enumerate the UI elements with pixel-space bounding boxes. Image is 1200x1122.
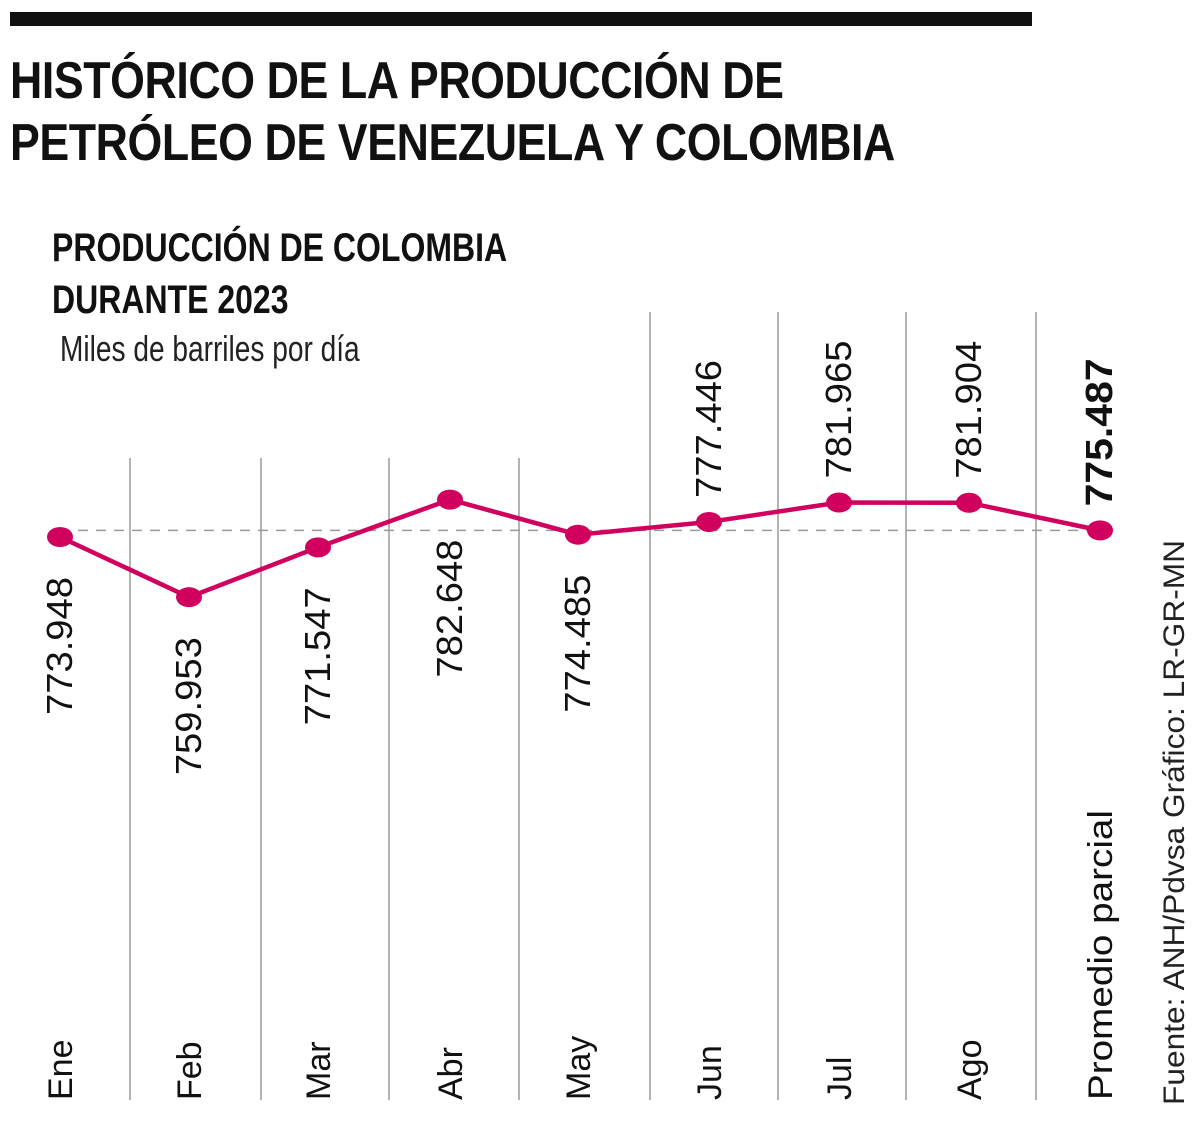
data-point [956,492,982,513]
source-credit: Fuente: ANH/Pdvsa Gráfico: LR-GR-MN [1158,540,1191,1105]
data-point [696,511,722,532]
data-label: 774.485 [557,575,598,713]
data-point [565,524,591,545]
x-tick-label: Promedio parcial [1082,810,1120,1100]
data-label: 782.648 [429,540,470,678]
page-title: HISTÓRICO DE LA PRODUCCIÓN DE PETRÓLEO D… [10,52,895,172]
data-label: 771.547 [297,587,338,725]
x-tick-label: Jul [821,1057,859,1100]
data-label: 781.904 [948,341,989,479]
chart-subtitle: PRODUCCIÓN DE COLOMBIA DURANTE 2023 [52,226,508,322]
data-label: 781.965 [818,341,859,479]
data-point [176,587,202,608]
data-label: 759.953 [168,637,209,775]
x-tick-label: Abr [432,1047,470,1100]
data-point [1087,520,1113,541]
top-rule [10,12,1032,26]
x-tick-label: Ene [42,1040,80,1101]
x-tick-label: Feb [171,1041,209,1100]
x-tick-label: Mar [300,1041,338,1100]
series-layer [47,489,1113,608]
label-layer: 773.948 759.953 771.547 782.648 774.485 777.4… [39,341,1121,1100]
data-point [826,492,852,513]
data-point [47,527,73,547]
data-label: 773.948 [39,577,80,715]
x-tick-label: Jun [691,1045,729,1100]
grid-layer [129,312,1037,1100]
data-point [305,537,331,558]
units-label: Miles de barriles por día [60,328,360,369]
data-point [437,489,463,510]
x-tick-label: Ago [951,1040,989,1101]
data-label: 777.446 [688,360,729,498]
x-tick-label: May [560,1036,598,1100]
data-label: 775.487 [1079,358,1121,506]
